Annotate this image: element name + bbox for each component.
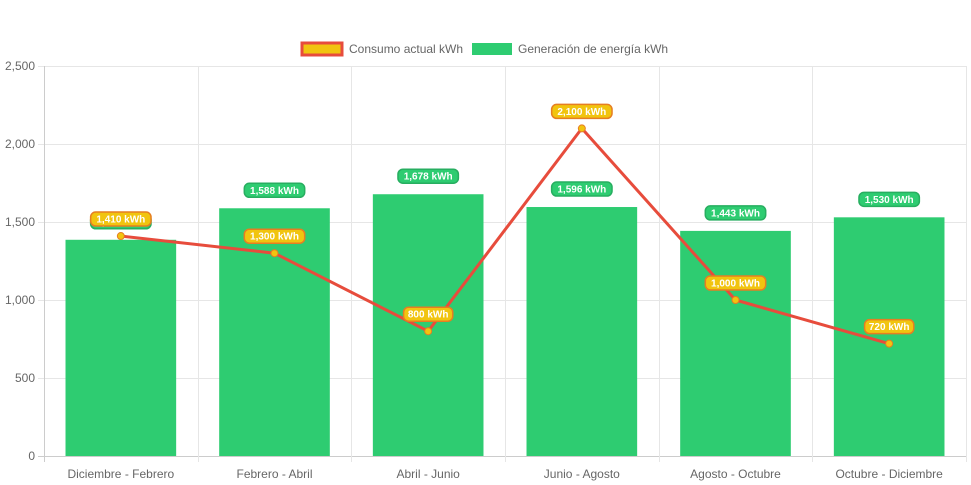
line-point (424, 327, 433, 336)
line-data-label: 800 kWh (408, 310, 449, 321)
y-axis: 0 500 1,000 1,500 2,000 2,500 (5, 59, 35, 463)
line-data-label-bg (550, 103, 613, 120)
x-tick-label: Febrero - Abril (236, 467, 312, 481)
x-tick-label: Octubre - Diciembre (835, 467, 943, 481)
y-tick-label: 2,000 (5, 137, 35, 151)
bar-data-label-bg (550, 181, 613, 197)
y-tick-label: 0 (28, 449, 35, 463)
line-data-label: 2,100 kWh (557, 107, 606, 118)
bar-data-label: 1,678 kWh (404, 172, 453, 183)
x-tick-label: Diciembre - Febrero (67, 467, 174, 481)
line-data-label-bg (402, 306, 454, 322)
line-data-label-bg (863, 318, 915, 335)
bar-data-label: 1,530 kWh (865, 195, 914, 206)
bar (833, 217, 945, 456)
bar-data-label: 1,588 kWh (250, 186, 299, 197)
bar (65, 239, 177, 456)
bar-data-label-bg (243, 182, 306, 199)
line-data-label: 1,300 kWh (250, 232, 299, 243)
bar (680, 230, 791, 456)
bar-data-label-bg (397, 168, 460, 184)
line-point (116, 232, 125, 241)
line-data-label-bg (704, 275, 767, 291)
line-data-label-bg (89, 211, 152, 227)
x-tick-label: Junio - Agosto (544, 467, 620, 481)
bar (219, 208, 330, 456)
consumption-line (120, 126, 890, 346)
chart-grid (38, 66, 967, 462)
line-point (731, 296, 740, 304)
bar-series (65, 194, 945, 456)
line-series (116, 124, 894, 348)
legend-label-generacion[interactable]: Generación de energía kWh (518, 42, 668, 56)
bar-data-label: 1,443 kWh (711, 208, 760, 219)
x-tick-label: Agosto - Octubre (690, 467, 781, 481)
line-point (885, 339, 894, 348)
line-point (577, 124, 586, 133)
line-data-label: 720 kWh (869, 322, 910, 333)
bar (372, 194, 484, 456)
bar-data-label: 1,596 kWh (557, 185, 606, 196)
line-point (270, 249, 279, 258)
y-tick-label: 1,000 (5, 293, 35, 307)
legend-swatch-generacion[interactable] (472, 43, 512, 55)
legend-label-consumo[interactable]: Consumo actual kWh (349, 42, 463, 56)
y-tick-label: 2,500 (5, 59, 35, 73)
x-axis: Diciembre - Febrero Febrero - Abril Abril … (67, 467, 943, 481)
y-tick-label: 500 (15, 371, 35, 385)
line-data-label: 1,000 kWh (711, 279, 760, 290)
bar (526, 207, 638, 456)
legend: Consumo actual kWh Generación de energía… (300, 41, 668, 57)
line-data-label: 1,410 kWh (96, 215, 145, 226)
bar-data-label-bg (858, 191, 921, 208)
x-tick-label: Abril - Junio (396, 467, 460, 481)
legend-swatch-consumo[interactable] (300, 41, 344, 57)
y-tick-label: 1,500 (5, 215, 35, 229)
line-data-label-bg (243, 228, 306, 244)
line-data-labels: 1,410 kWh 1,300 kWh 800 kWh 2,100 kWh 1,000 … (89, 103, 915, 335)
bar-data-label-bg (704, 205, 767, 221)
